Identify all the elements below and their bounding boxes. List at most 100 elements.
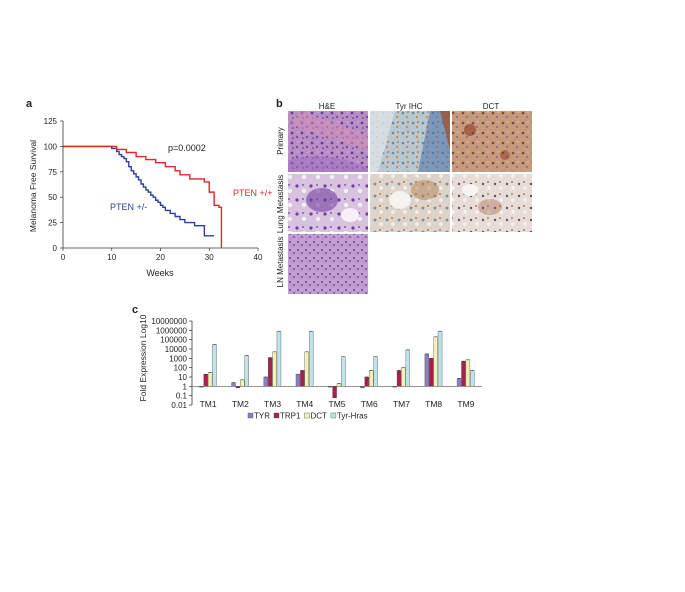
panel-a-xtick-label: 40 (254, 253, 263, 262)
col-header-dct: DCT (483, 102, 500, 111)
category-label-tm4: TM4 (296, 399, 313, 409)
panel-a-ytick-label: 125 (44, 117, 58, 126)
category-label-tm2: TM2 (232, 399, 249, 409)
bar-tyr-hras-tm9 (470, 370, 475, 387)
panel-c-ytick-label: 1000000 (156, 326, 188, 335)
panel-c-ytick-label: 1 (183, 382, 188, 391)
bar-tyr-tm8 (424, 353, 430, 387)
panel-a-xtick-label: 10 (107, 253, 116, 262)
bar-tyr-hras-tm7 (405, 349, 411, 387)
bar-trp1-tm8 (429, 358, 434, 387)
row-label-lung: Lung Metastasis (276, 175, 285, 233)
panel-b-letter: b (276, 98, 283, 110)
bar-dct-tm4 (304, 351, 309, 387)
category-label-tm7: TM7 (393, 399, 410, 409)
bar-trp1-tm6 (364, 376, 370, 387)
bar-tyr-hras-tm5 (341, 356, 346, 387)
series-line-pten-het (63, 145, 215, 237)
bar-tyr-hras-tm6 (373, 356, 378, 387)
row-label-ln: LN Metastasis (276, 237, 285, 288)
bar-tyr-tm3 (263, 376, 268, 387)
panel-a-series (63, 145, 223, 248)
micrograph-lung-tyr-ihc (370, 174, 450, 232)
bar-dct-tm7 (401, 367, 406, 387)
panel-a-xtick-label: 0 (61, 253, 66, 262)
panel-a-ylabel: Melanoma Free Survival (28, 140, 38, 232)
bar-trp1-tm9 (461, 360, 466, 387)
panel-a-ytick-label: 25 (48, 219, 57, 228)
bar-tyr-hras-tm8 (437, 331, 443, 387)
bar-trp1-tm4 (300, 370, 305, 387)
legend-label-trp1: TRP1 (280, 412, 301, 421)
micrograph-primary-dct (452, 111, 532, 172)
micrograph-lung-dct (452, 174, 532, 232)
legend-label-tyr: TYR (254, 412, 270, 421)
bar-dct-tm2 (240, 379, 245, 387)
micrograph-lung-he (288, 174, 368, 232)
bar-tyr-tm9 (456, 378, 462, 387)
col-header-tyr-ihc: Tyr IHC (395, 102, 422, 111)
bar-tyr-hras-tm3 (276, 331, 282, 387)
panel-a-ticks: 0 25 50 75 100 125 0 10 20 30 40 (44, 117, 263, 262)
bar-dct-tm9 (465, 359, 471, 387)
legend-swatch-trp1 (273, 412, 280, 419)
panel-a-ytick-label: 75 (48, 168, 57, 177)
category-label-tm8: TM8 (425, 399, 442, 409)
bar-dct-tm8 (433, 336, 438, 387)
panel-c-ytick-label: 0.1 (176, 392, 188, 401)
bar-tyr-tm2 (231, 382, 236, 387)
panel-a-ytick-label: 0 (53, 244, 58, 253)
bar-trp1-tm5 (332, 386, 337, 398)
panel-c-legend: TYR TRP1 DCT Tyr-Hras (247, 412, 368, 421)
panel-c-ylabel: Fold Expression Log10 (138, 314, 148, 401)
category-label-tm5: TM5 (329, 399, 346, 409)
bar-dct-tm5 (336, 383, 342, 387)
panel-c-ytick-label: 100000 (160, 336, 187, 345)
micrograph-primary-he (288, 111, 368, 172)
bar-dct-tm3 (272, 351, 277, 387)
panel-a-xtick-label: 20 (156, 253, 165, 262)
panel-c-category-labels: TM1 TM2 TM3 TM4 TM5 TM6 TM7 TM8 TM9 (200, 399, 475, 409)
category-label-tm6: TM6 (361, 399, 378, 409)
bar-trp1-tm3 (267, 357, 273, 387)
bar-trp1-tm1 (203, 373, 208, 387)
panel-a-ytick-label: 100 (44, 142, 58, 151)
micrograph-primary-tyr-ihc (370, 111, 450, 172)
panel-a-xtick-label: 30 (205, 253, 214, 262)
category-label-tm1: TM1 (200, 399, 217, 409)
legend-swatch-tyr-hras (330, 412, 337, 419)
bar-tyr-hras-tm2 (244, 355, 249, 387)
legend-swatch-tyr (247, 412, 254, 419)
legend-swatch-dct (304, 412, 310, 419)
panel-c-expression-chart: c 0.010.11101001000100001000001000000100… (132, 304, 482, 421)
panel-c-ytick-label: 10 (178, 373, 187, 382)
bar-dct-tm1 (207, 372, 213, 387)
panel-c-ytick-label: 0.01 (171, 401, 187, 410)
bar-tyr-tm4 (295, 373, 301, 387)
bar-tyr-hras-tm1 (212, 344, 217, 387)
panel-a-survival-chart: a 0 25 50 75 100 125 0 10 20 30 40 Weeks Melanoma … (26, 98, 273, 278)
panel-a-pvalue: p=0.0002 (168, 143, 206, 153)
panel-c-ytick-label: 10000000 (151, 317, 187, 326)
legend-pten-wt: PTEN +/+ (233, 188, 273, 198)
panel-a-letter: a (26, 98, 33, 110)
micrograph-ln-he (288, 234, 368, 294)
panel-c-letter: c (132, 304, 138, 316)
panel-a-ytick-label: 50 (48, 193, 57, 202)
legend-label-tyr-hras: Tyr-Hras (337, 412, 368, 421)
category-label-tm3: TM3 (264, 399, 281, 409)
panel-a-axes (62, 121, 258, 249)
panel-b-histology: b H&E Tyr IHC DCT Primary Lung Metastasi… (276, 98, 532, 294)
panel-c-ticks: 0.010.1110100100010000100000100000010000… (151, 317, 192, 410)
category-label-tm9: TM9 (457, 399, 474, 409)
panel-c-ytick-label: 1000 (169, 354, 187, 363)
panel-c-ytick-label: 100 (174, 364, 188, 373)
panel-a-xlabel: Weeks (146, 268, 174, 278)
legend-label-dct: DCT (310, 412, 327, 421)
col-header-he: H&E (319, 102, 335, 111)
panel-c-ytick-label: 10000 (165, 345, 188, 354)
bar-dct-tm6 (369, 370, 374, 387)
series-line-pten-wt (63, 145, 223, 248)
bar-trp1-tm7 (396, 370, 402, 387)
